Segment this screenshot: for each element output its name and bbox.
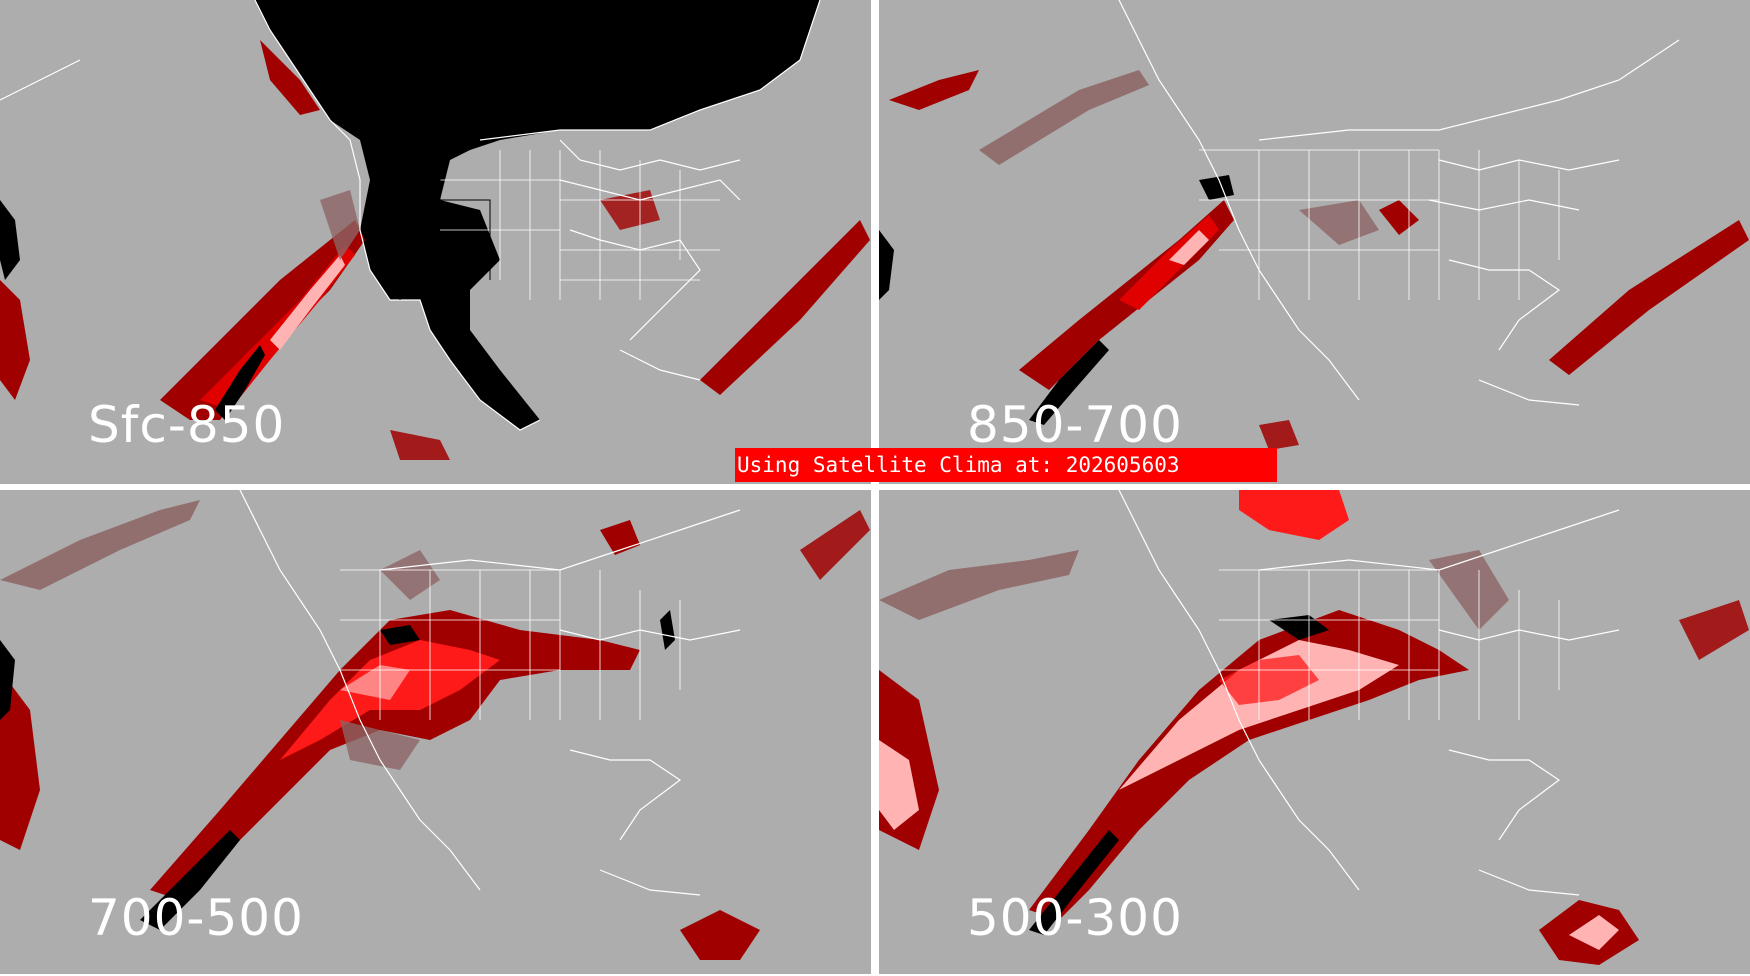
black-core [1269,615,1329,640]
brownish-haze [380,550,440,600]
red-plume [1119,215,1219,310]
map-panel-sfc-850: Sfc-850 [0,0,871,484]
black-left-edge [879,230,894,300]
map-sfc-850 [0,0,870,460]
dark-red-plume [160,220,365,420]
map-500-300 [879,490,1749,965]
pink-plume [1169,230,1209,265]
state-boundaries [1199,149,1560,300]
dark-red-left-edge [0,670,40,850]
brownish-haze [879,550,1079,620]
dark-red-left-edge [0,280,30,400]
state-boundaries [440,150,720,300]
map-panel-850-700: 850-700 [879,0,1750,484]
pink-plume [270,255,345,350]
black-plume [215,345,265,420]
black-plume [1029,340,1109,425]
map-700-500 [0,490,870,960]
dark-red-patch [1379,200,1419,235]
black-patch [1199,175,1234,200]
red-top-blob [1239,490,1349,540]
state-boundaries [340,569,681,720]
coastlines [1118,0,1680,406]
dark-red-top-left [889,70,979,110]
brownish-haze [0,500,200,590]
map-850-700 [879,0,1749,450]
dark-red-south [1259,420,1299,450]
black-tail [140,830,240,930]
black-left-edge [0,200,20,280]
brownish-haze [1429,550,1509,630]
state-boundaries-in-black [380,139,491,300]
dark-red-top-left [260,40,320,115]
layer-label: 500-300 [967,889,1183,947]
satellite-clima-banner: Using Satellite Clima at: 202605603 [735,448,1277,482]
dark-red-east-plume [1549,220,1749,375]
dark-red-south [680,910,760,960]
layer-label: 850-700 [967,396,1183,454]
pink-south [1569,915,1619,950]
dark-red-east [1679,600,1749,660]
coastlines [239,490,741,896]
map-panel-500-300: 500-300 [879,490,1750,974]
dark-red-main-plume [1029,610,1469,920]
state-boundaries [1219,569,1560,720]
pink-core [340,665,410,700]
black-tail [1029,830,1119,935]
red-speckle [1219,655,1319,705]
map-panel-700-500: 700-500 [0,490,871,974]
brownish-haze [320,190,360,260]
layer-label: 700-500 [88,889,304,947]
dark-red-east-plume [700,220,870,395]
brownish-haze [1299,200,1379,245]
layer-label: Sfc-850 [88,396,286,454]
black-region [255,0,820,430]
dark-red-south [390,430,450,460]
black-core [380,625,420,645]
black-east-patch [660,610,675,650]
brownish-haze [979,70,1149,165]
red-east-coast [600,190,660,230]
brownish-haze [340,720,420,770]
pink-left-edge [879,740,919,830]
black-left-edge [0,640,15,720]
dark-red-east [800,510,870,580]
